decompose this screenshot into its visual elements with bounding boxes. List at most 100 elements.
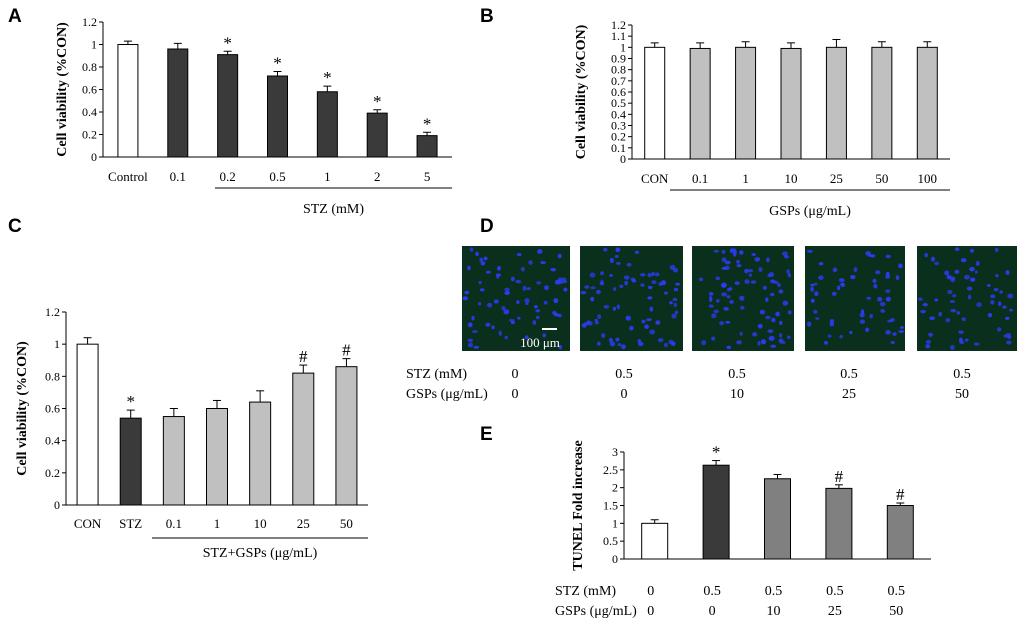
nucleus-dot	[769, 292, 775, 297]
y-axis-label: Cell viability (%CON)	[55, 22, 70, 157]
nucleus-dot	[958, 330, 964, 334]
nucleus-dot	[920, 309, 926, 314]
nucleus-dot	[969, 266, 975, 272]
nucleus-dot	[608, 337, 613, 343]
nucleus-dot	[849, 330, 853, 335]
y-tick-label: 2	[612, 481, 618, 495]
nucleus-dot	[956, 311, 961, 315]
nucleus-dot	[922, 302, 928, 307]
micrograph	[805, 246, 905, 351]
stz-value: 0.5	[840, 367, 858, 382]
stz-value: 0	[647, 584, 654, 599]
nucleus-dot	[885, 329, 891, 335]
category-label: Control	[108, 169, 148, 184]
nucleus-dot	[713, 309, 719, 314]
nucleus-dot	[859, 319, 866, 324]
nucleus-dot	[974, 270, 978, 274]
nucleus-dot	[994, 247, 999, 253]
nucleus-dot	[675, 282, 680, 286]
bar	[267, 75, 288, 158]
nucleus-dot	[748, 273, 753, 277]
nucleus-dot	[524, 335, 529, 340]
y-tick-label: 1	[91, 38, 97, 52]
category-label: 10	[785, 171, 798, 186]
nucleus-dot	[535, 309, 541, 313]
bar	[871, 46, 893, 160]
significance-mark: #	[896, 485, 905, 504]
nucleus-dot	[524, 298, 530, 304]
nucleus-dot	[616, 304, 621, 310]
bar	[780, 47, 802, 160]
nucleus-dot	[944, 270, 950, 276]
nucleus-dot	[734, 281, 740, 286]
gsps-value: 50	[889, 604, 903, 619]
nucleus-dot	[832, 267, 838, 273]
nucleus-dot	[925, 344, 931, 349]
nucleus-dot	[853, 267, 858, 273]
bar	[825, 487, 853, 560]
nucleus-dot	[664, 342, 668, 348]
nucleus-dot	[829, 321, 835, 327]
nucleus-dot	[462, 296, 469, 301]
nucleus-dot	[765, 315, 771, 320]
panel-label-d: D	[480, 216, 494, 237]
nucleus-dot	[673, 302, 678, 308]
nucleus-dot	[520, 266, 525, 272]
micrograph-background	[462, 246, 570, 351]
nucleus-dot	[945, 318, 951, 323]
category-label: 25	[830, 171, 843, 186]
nucleus-dot	[724, 260, 731, 265]
y-tick-label: 1.2	[45, 305, 60, 319]
nucleus-dot	[634, 250, 640, 254]
nucleus-dot	[875, 270, 881, 275]
nucleus-dot	[464, 290, 470, 295]
nucleus-dot	[751, 253, 756, 256]
nucleus-dot	[646, 318, 652, 322]
nucleus-dot	[586, 320, 591, 326]
nucleus-dot	[496, 274, 500, 279]
bar	[702, 464, 730, 560]
nucleus-dot	[986, 284, 991, 287]
nucleus-dot	[736, 259, 741, 264]
nucleus-dot	[498, 330, 502, 336]
nucleus-dot	[870, 254, 875, 258]
bar	[217, 54, 239, 158]
y-tick-label: 0	[612, 552, 618, 566]
nucleus-dot	[928, 332, 933, 337]
nucleus-dot	[713, 249, 719, 253]
category-label: 0.2	[220, 169, 236, 184]
nucleus-dot	[532, 320, 537, 325]
nucleus-dot	[673, 287, 679, 292]
nucleus-dot	[615, 247, 621, 252]
gsps-value: 50	[955, 387, 969, 402]
nucleus-dot	[597, 341, 601, 346]
y-tick-label: 3	[612, 445, 618, 459]
nucleus-dot	[1007, 293, 1014, 299]
nucleus-dot	[784, 255, 789, 259]
nucleus-dot	[865, 327, 870, 333]
bar	[316, 91, 338, 158]
y-tick-label: 0	[91, 150, 97, 164]
row-label-gsps: GSPs (μg/mL)	[406, 387, 488, 402]
y-axis-label: Cell viability (%CON)	[574, 24, 589, 159]
nucleus-dot	[814, 291, 819, 297]
y-tick-label: 0.5	[611, 96, 626, 110]
chart-a: 0 0.2 0.4 0.6 0.8 1 1.2 Cell viability (%CON) Co…	[55, 15, 452, 217]
nucleus-dot	[885, 296, 891, 302]
nucleus-dot	[946, 274, 952, 280]
nucleus-dot	[708, 304, 715, 308]
nucleus-dot	[961, 317, 966, 322]
nucleus-dot	[758, 267, 763, 272]
panel-label-a: A	[8, 6, 22, 27]
nucleus-dot	[516, 300, 520, 305]
nucleus-dot	[674, 310, 679, 315]
nucleus-dot	[723, 306, 729, 311]
gsps-value: 10	[730, 387, 744, 402]
nucleus-dot	[770, 344, 777, 348]
nucleus-dot	[739, 331, 743, 336]
nucleus-dot	[726, 287, 731, 292]
category-label: 1	[214, 516, 221, 531]
nucleus-dot	[625, 315, 632, 321]
y-tick-label: 0.2	[82, 128, 97, 142]
nucleus-dot	[720, 282, 727, 288]
